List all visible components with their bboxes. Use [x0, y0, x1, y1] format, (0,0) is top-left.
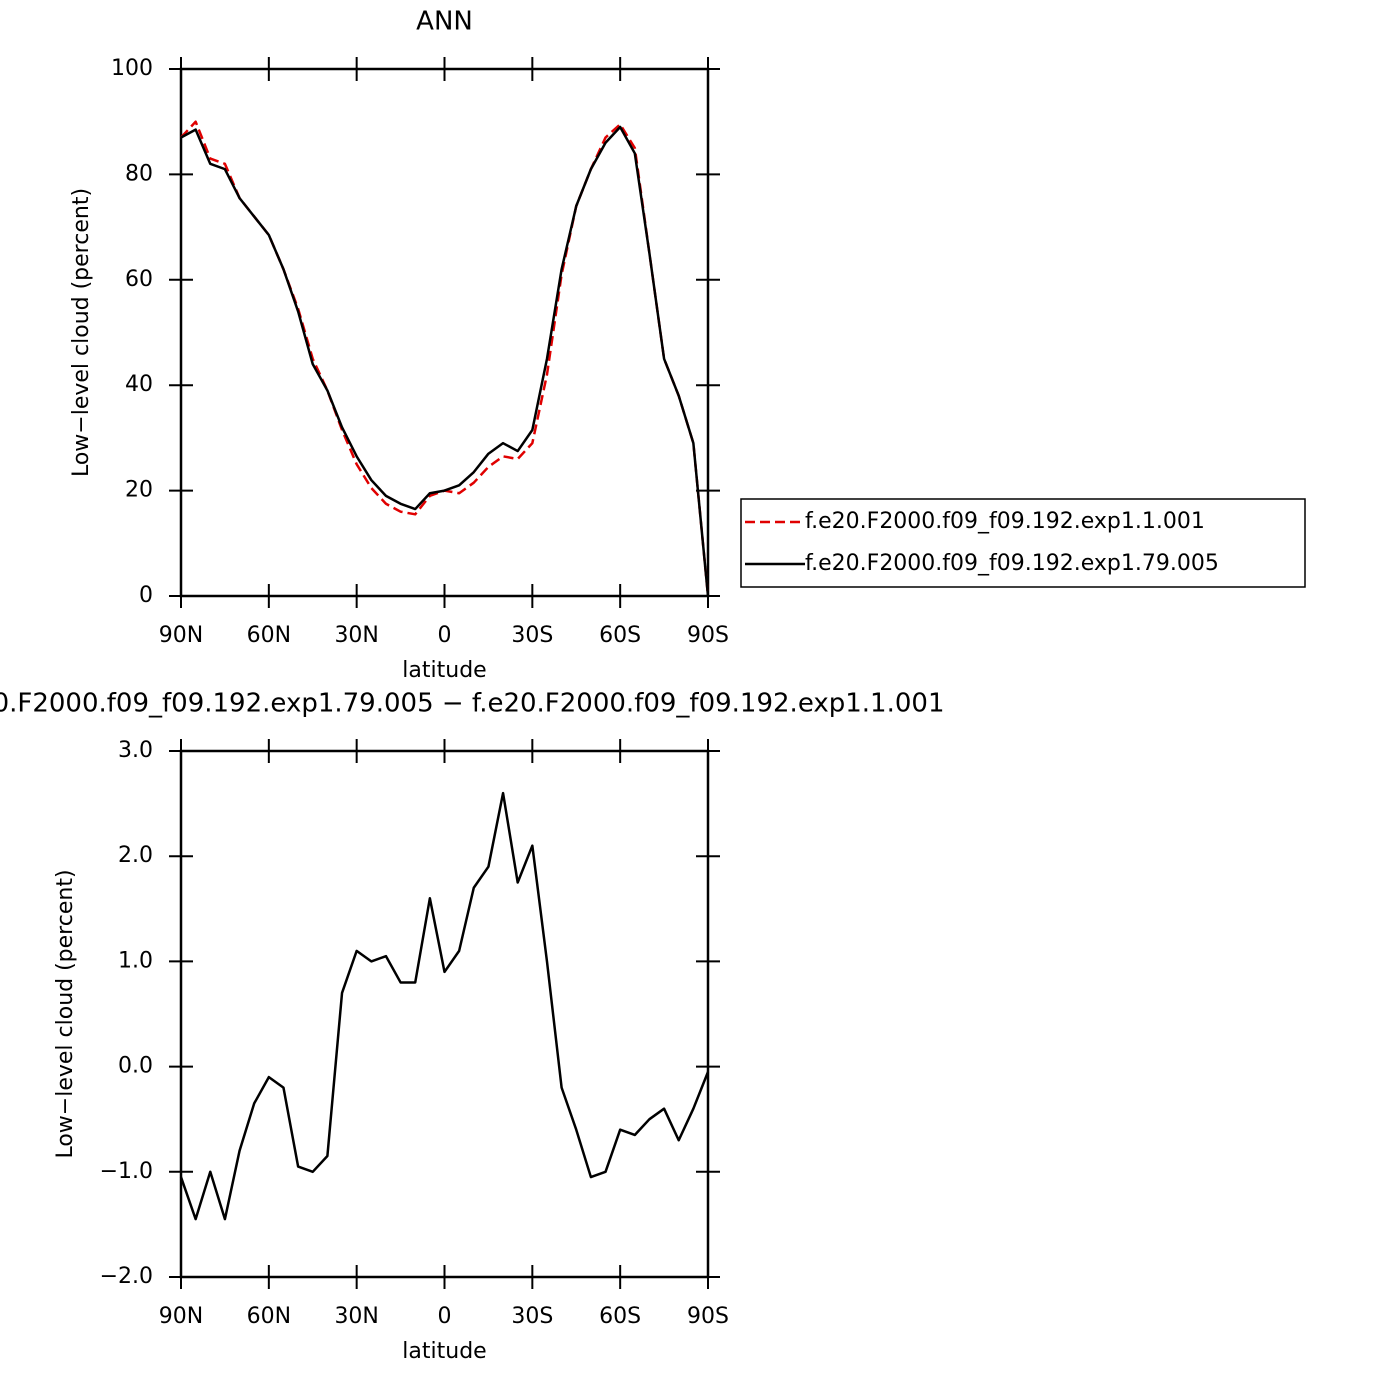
x-tick-label: 30N	[334, 1304, 378, 1329]
x-tick-label: 90S	[687, 623, 729, 648]
plot-frame	[179, 749, 710, 1279]
x-axis-label: latitude	[402, 1339, 486, 1364]
x-axis-label: latitude	[402, 658, 486, 683]
x-tick-label: 30S	[511, 1304, 553, 1329]
legend-label: f.e20.F2000.f09_f09.192.exp1.1.001	[805, 509, 1205, 534]
y-tick-label: 80	[125, 161, 153, 186]
y-tick-label: 2.0	[118, 843, 153, 868]
y-tick-label: 3.0	[118, 738, 153, 763]
chart-title: f.e20.F2000.f09_f09.192.exp1.79.005 − f.…	[0, 689, 944, 719]
y-tick-label: 40	[125, 372, 153, 397]
y-tick-label: 1.0	[118, 948, 153, 973]
x-tick-label: 60S	[599, 623, 641, 648]
x-tick-label: 60N	[247, 623, 291, 648]
y-tick-label: 0	[139, 583, 153, 608]
y-tick-label: 100	[111, 56, 153, 81]
y-tick-label: 20	[125, 478, 153, 503]
chart-title: ANN	[416, 7, 473, 37]
series-line	[180, 125, 710, 597]
y-axis-label: Low−level cloud (percent)	[53, 869, 78, 1158]
x-tick-label: 60S	[599, 1304, 641, 1329]
x-tick-label: 90S	[687, 1304, 729, 1329]
plot-frame	[179, 67, 710, 598]
x-tick-label: 90N	[159, 1304, 203, 1329]
series-line	[180, 120, 710, 597]
x-tick-label: 90N	[159, 623, 203, 648]
legend-box	[740, 498, 1306, 588]
y-tick-label: −2.0	[100, 1264, 153, 1289]
series-line	[179, 791, 710, 1221]
legend-label: f.e20.F2000.f09_f09.192.exp1.79.005	[805, 551, 1219, 576]
y-axis-label: Low−level cloud (percent)	[69, 188, 94, 477]
x-tick-label: 0	[438, 1304, 452, 1329]
x-tick-label: 30N	[334, 623, 378, 648]
y-tick-label: 60	[125, 267, 153, 292]
x-tick-label: 60N	[247, 1304, 291, 1329]
y-tick-label: 0.0	[118, 1054, 153, 1079]
x-tick-label: 30S	[511, 623, 553, 648]
y-tick-label: −1.0	[100, 1159, 153, 1184]
x-tick-label: 0	[438, 623, 452, 648]
